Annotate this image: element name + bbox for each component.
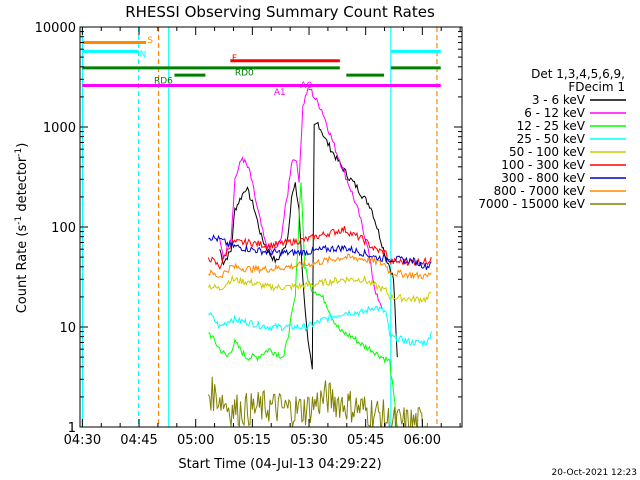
y-tick-label: 10000 <box>35 21 76 36</box>
y-axis-label: Count Rate (s-1 detector-1) <box>14 143 30 314</box>
x-tick-label: 05:45 <box>347 433 384 448</box>
x-tick-label: 04:30 <box>64 433 101 448</box>
y-tick-label: 100 <box>51 221 76 236</box>
attenuator-label-a1: A1 <box>274 88 286 98</box>
y-axis-label-sup1: -1 <box>14 216 24 225</box>
series-line-3-6-kev <box>219 121 398 370</box>
series-line-50-100-kev <box>207 274 432 305</box>
legend-label: 7000 - 15000 keV <box>478 197 585 211</box>
series-line-25-50-kev <box>208 305 432 348</box>
legend-label: 12 - 25 keV <box>517 119 586 133</box>
state-label-rd6: RD6 <box>154 76 173 86</box>
chart-title: RHESSI Observing Summary Count Rates <box>125 3 435 21</box>
y-axis-label-part3: ) <box>15 143 30 148</box>
state-label-s: S <box>147 36 153 46</box>
series-line-7000-15000-kev <box>207 376 428 427</box>
x-axis-label: Start Time (04-Jul-13 04:29:22) <box>178 457 381 472</box>
attenuator-label-a0: A0 <box>300 81 312 91</box>
legend-label: 3 - 6 keV <box>532 93 586 107</box>
y-tick-label: 10 <box>59 321 76 336</box>
footer-timestamp: 20-Oct-2021 12:23 <box>552 468 637 478</box>
state-label-f: F <box>232 54 237 64</box>
legend-header-2: FDecim 1 <box>568 80 625 94</box>
series-line-100-300-kev <box>207 225 432 270</box>
legend-label: 300 - 800 keV <box>501 171 585 185</box>
y-axis-label-part1: Count Rate (s <box>15 225 30 314</box>
series-line-300-800-kev <box>208 233 432 270</box>
x-tick-label: 05:00 <box>177 433 214 448</box>
legend-label: 25 - 50 keV <box>517 132 586 146</box>
legend-label: 800 - 7000 keV <box>494 184 586 198</box>
x-tick-label: 06:00 <box>404 433 441 448</box>
x-tick-label: 04:45 <box>120 433 157 448</box>
x-tick-label: 05:15 <box>234 433 271 448</box>
series-line-800-7000-kev <box>208 253 432 280</box>
series-line-12-25-kev <box>208 182 398 427</box>
legend-label: 6 - 12 keV <box>524 106 586 120</box>
legend-label: 100 - 300 keV <box>501 158 585 172</box>
state-label-rd0: RD0 <box>235 68 254 78</box>
series-line-6-12-kev <box>219 87 383 310</box>
y-axis-label-sup2: -1 <box>14 148 24 157</box>
y-axis-label-part2: detector <box>15 156 30 216</box>
legend-label: 50 - 100 keV <box>509 145 586 159</box>
y-tick-label: 1000 <box>43 121 76 136</box>
x-tick-label: 05:30 <box>290 433 327 448</box>
y-tick-label: 1 <box>68 421 76 436</box>
legend-header-1: Det 1,3,4,5,6,9, <box>531 67 625 81</box>
state-label-n: N <box>140 50 147 60</box>
